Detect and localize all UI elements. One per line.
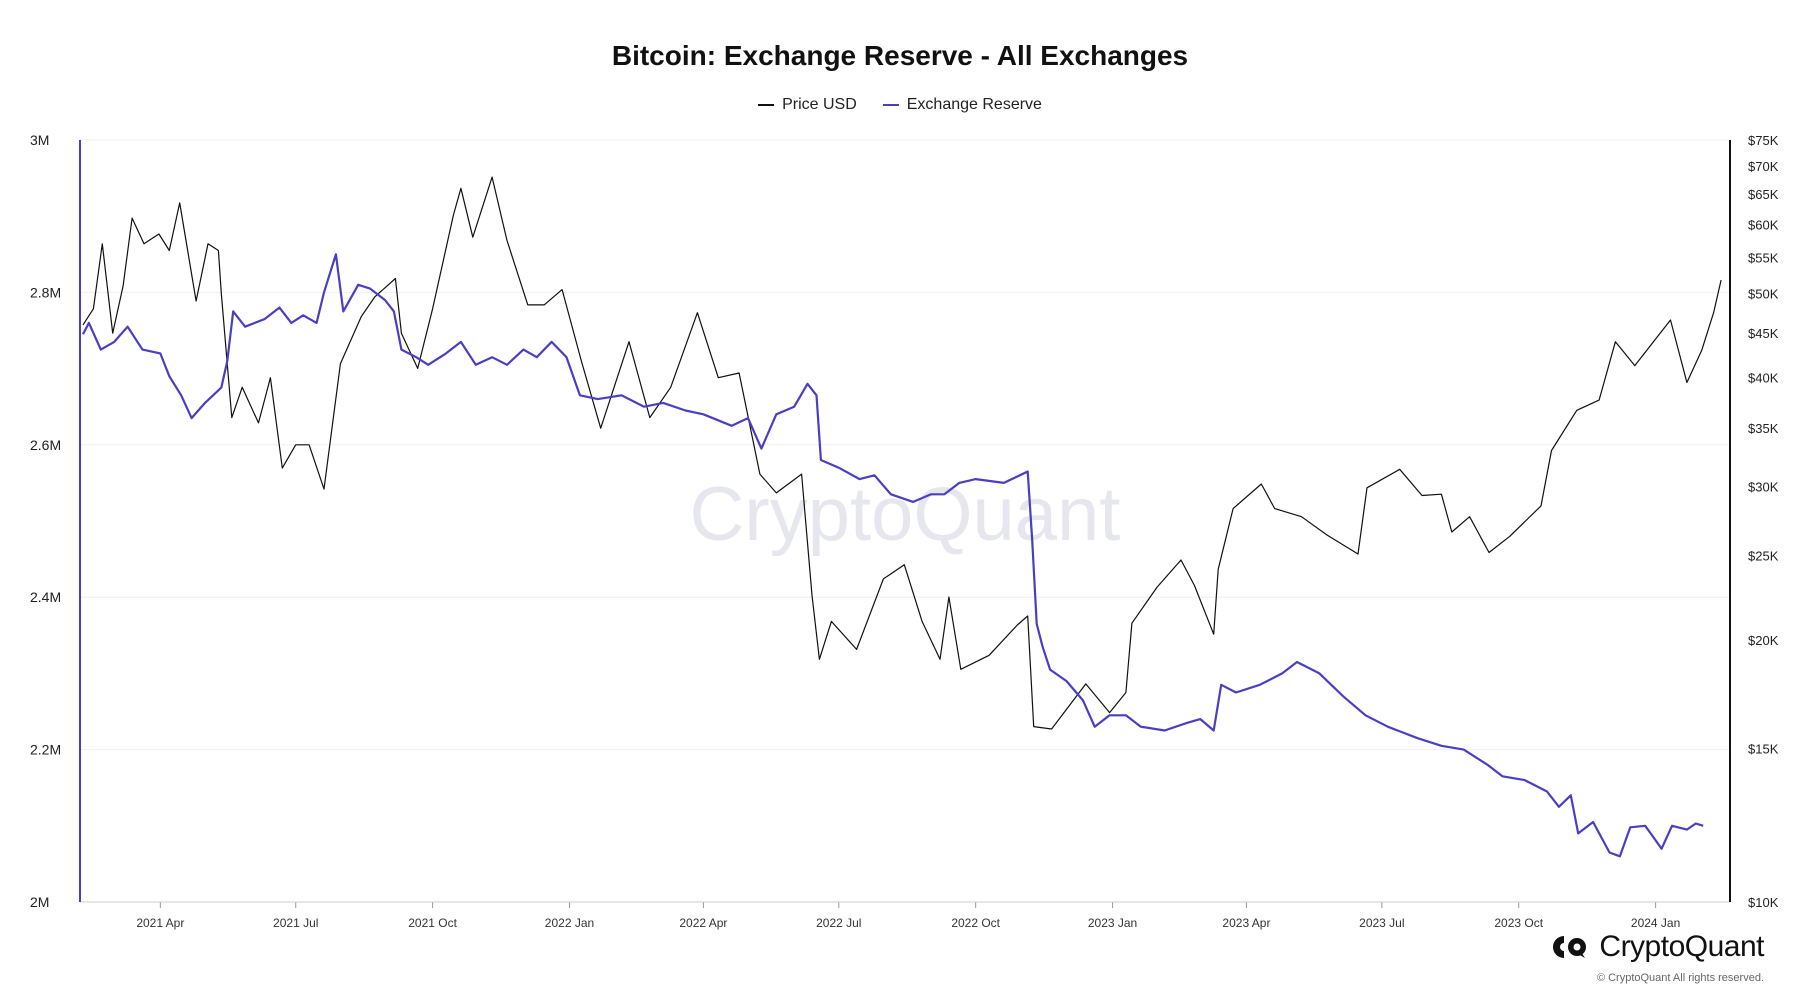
y-right-tick-label: $70K [1748, 159, 1779, 174]
legend-swatch-reserve [882, 104, 899, 106]
x-tick-label: 2023 Oct [1494, 916, 1543, 930]
y-right-tick-label: $45K [1748, 326, 1779, 341]
brand-name: CryptoQuant [1599, 930, 1764, 963]
series-line-exchange-reserve [82, 253, 1704, 858]
y-right-tick-label: $55K [1748, 250, 1779, 265]
x-tick-label: 2022 Jul [816, 916, 861, 930]
watermark-text: CryptoQuant [690, 472, 1121, 557]
series-lines [82, 176, 1722, 858]
x-tick-label: 2022 Apr [679, 916, 727, 930]
y-left-tick-label: 2.6M [30, 437, 61, 453]
y-right-tick-label: $15K [1748, 742, 1779, 757]
grid-lines [80, 139, 1730, 751]
x-tick-label: 2021 Apr [136, 916, 184, 930]
chart-legend: Price USD Exchange Reserve [0, 96, 1800, 114]
y-left-tick-label: 2.4M [30, 589, 61, 605]
series-line-price-usd [82, 176, 1722, 730]
axes: 2M 2.2M 2.4M 2.6M 2.8M 3M $10K $15K $20K $25K $30K… [30, 132, 1779, 930]
y-right-tick-label: $75K [1748, 133, 1779, 148]
x-tick-label: 2022 Oct [951, 916, 1000, 930]
copyright-text: © CryptoQuant All rights reserved. [1596, 972, 1764, 984]
y-left-tick-label: 2.2M [30, 742, 61, 758]
legend-item-price[interactable]: Price USD [758, 96, 857, 114]
legend-swatch-price [758, 104, 775, 106]
legend-item-reserve[interactable]: Exchange Reserve [882, 96, 1042, 114]
x-tick-label: 2024 Jan [1631, 916, 1680, 930]
y-right-tick-label: $30K [1748, 480, 1779, 495]
y-right-tick-label: $35K [1748, 421, 1779, 436]
y-right-tick-label: $65K [1748, 187, 1779, 202]
cryptoquant-logo: CryptoQuant [1551, 930, 1764, 964]
x-tick-label: 2022 Jan [545, 916, 594, 930]
y-right-tick-label: $50K [1748, 286, 1779, 301]
y-right-tick-label: $60K [1748, 217, 1779, 232]
y-right-tick-label: $25K [1748, 548, 1779, 563]
y-left-tick-label: 2M [30, 894, 49, 910]
legend-label-reserve: Exchange Reserve [906, 96, 1042, 113]
y-right-tick-label: $40K [1748, 371, 1779, 386]
x-tick-label: 2023 Jan [1088, 916, 1137, 930]
x-tick-label: 2021 Jul [273, 916, 318, 930]
y-right-tick-label: $20K [1748, 633, 1779, 648]
cryptoquant-logo-icon [1553, 936, 1587, 958]
chart-title: Bitcoin: Exchange Reserve - All Exchange… [611, 40, 1189, 71]
x-tick-label: 2023 Jul [1359, 916, 1404, 930]
y-right-tick-label: $10K [1748, 895, 1779, 910]
x-tick-label: 2021 Oct [408, 916, 457, 930]
x-tick-label: 2023 Apr [1222, 916, 1270, 930]
y-left-tick-label: 3M [30, 132, 49, 148]
y-left-tick-label: 2.8M [30, 284, 61, 300]
legend-label-price: Price USD [782, 96, 857, 113]
